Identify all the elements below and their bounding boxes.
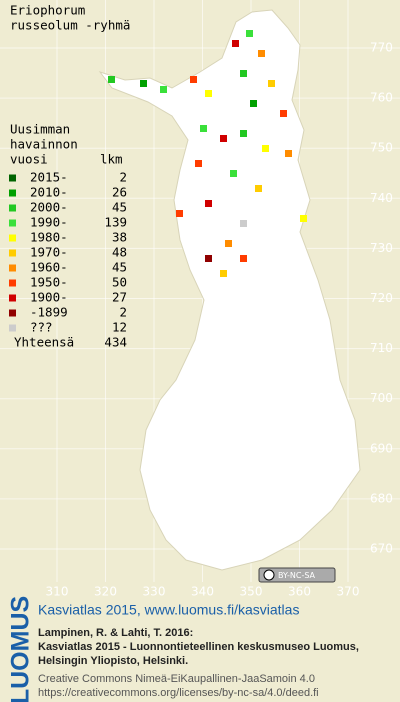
x-tick-label: 350: [240, 585, 263, 599]
legend-count: 139: [104, 215, 127, 230]
citation-line: Kasviatlas 2015 - Luonnontieteellinen ke…: [38, 641, 359, 653]
x-tick-label: 340: [191, 585, 214, 599]
legend-heading: Uusimman: [10, 122, 70, 137]
legend-label: 1960-: [30, 260, 68, 275]
legend-label: 1980-: [30, 230, 68, 245]
legend-swatch: [9, 189, 16, 197]
legend-count: 38: [112, 230, 127, 245]
legend-label: -1899: [30, 305, 68, 320]
license-line: Creative Commons Nimeä-EiKaupallinen-Jaa…: [38, 673, 315, 685]
legend-swatch: [9, 264, 16, 272]
legend-swatch: [9, 309, 16, 317]
y-tick-label: 760: [370, 91, 393, 105]
x-tick-label: 330: [143, 585, 166, 599]
y-tick-label: 700: [370, 391, 393, 405]
cc-badge: BY-NC-SA: [258, 567, 336, 583]
legend-count: 45: [112, 200, 127, 215]
legend-swatch: [9, 219, 16, 227]
legend-column: vuosi: [10, 152, 48, 167]
legend-count: 27: [112, 290, 127, 305]
legend-count: 26: [112, 185, 127, 200]
title-line: russeolum -ryhmä: [10, 18, 130, 33]
legend-label: 2015-: [30, 170, 68, 185]
logo: LUOMUS: [7, 596, 35, 702]
legend-label: 1900-: [30, 290, 68, 305]
observation-squares: [108, 30, 307, 277]
legend-label: 2000-: [30, 200, 68, 215]
legend-column: lkm: [100, 152, 123, 167]
y-tick-label: 750: [370, 141, 393, 155]
legend: 2015- 2 2010- 26 2000- 45 1990- 139 1980- 38 1970-…: [9, 170, 127, 335]
legend-swatch: [9, 204, 16, 212]
y-tick-label: 720: [370, 291, 393, 305]
legend-count: 2: [119, 170, 127, 185]
y-tick-label: 740: [370, 191, 393, 205]
legend-count: 45: [112, 260, 127, 275]
legend-count: 2: [119, 305, 127, 320]
cc-badge-text: BY-NC-SA: [278, 571, 316, 580]
x-tick-label: 360: [288, 585, 311, 599]
legend-label: 2010-: [30, 185, 68, 200]
legend-label: ???: [30, 320, 53, 335]
title-line: Eriophorum: [10, 3, 85, 18]
citation-line: Lampinen, R. & Lahti, T. 2016:: [38, 627, 193, 639]
legend-count: 48: [112, 245, 127, 260]
legend-swatch: [9, 249, 16, 257]
y-tick-label: 690: [370, 441, 393, 455]
legend-count: 12: [112, 320, 127, 335]
y-tick-label: 680: [370, 491, 393, 505]
legend-count: 50: [112, 275, 127, 290]
legend-heading: havainnon: [10, 137, 78, 152]
y-tick-label: 710: [370, 341, 393, 355]
legend-label: 1970-: [30, 245, 68, 260]
legend-label: 1950-: [30, 275, 68, 290]
citation-line: Helsingin Yliopisto, Helsinki.: [38, 655, 188, 667]
legend-label: 1990-: [30, 215, 68, 230]
legend-swatch: [9, 324, 16, 332]
legend-swatch: [9, 174, 16, 182]
legend-swatch: [9, 294, 16, 302]
footer-link[interactable]: Kasviatlas 2015, www.luomus.fi/kasviatla…: [38, 602, 299, 618]
x-tick-label: 320: [94, 585, 117, 599]
total-value: 434: [104, 335, 127, 350]
y-tick-label: 770: [370, 41, 393, 55]
finland-outline: [98, 9, 361, 571]
legend-swatch: [9, 234, 16, 242]
total-label: Yhteensä: [14, 335, 74, 350]
y-tick-label: 670: [370, 542, 393, 556]
license-line: https://creativecommons.org/licenses/by-…: [38, 687, 319, 699]
legend-swatch: [9, 279, 16, 287]
y-tick-label: 730: [370, 241, 393, 255]
x-tick-label: 370: [337, 585, 360, 599]
x-tick-label: 310: [46, 585, 69, 599]
